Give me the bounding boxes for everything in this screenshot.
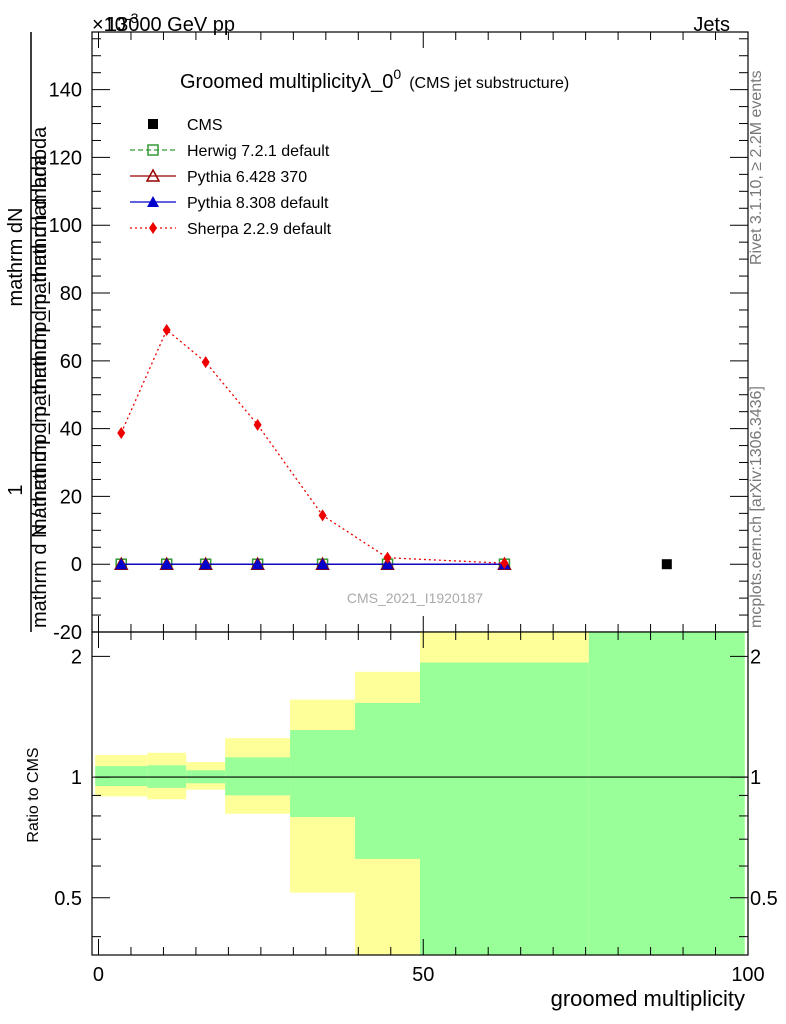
pythia8-point bbox=[147, 196, 159, 207]
xlabel: groomed multiplicity bbox=[551, 986, 745, 1011]
ratio-y-tick-label: 2 bbox=[71, 646, 82, 668]
legend-label: Herwig 7.2.1 default bbox=[187, 143, 330, 160]
ratio-band-green bbox=[225, 757, 291, 796]
y-tick-label: 60 bbox=[60, 351, 82, 373]
ratio-band-green bbox=[420, 662, 589, 955]
legend-label: Sherpa 2.2.9 default bbox=[187, 221, 332, 238]
ratio-y-tick-label-right: 2 bbox=[750, 646, 761, 668]
ratio-band-green bbox=[290, 730, 356, 818]
y-tick-label: 140 bbox=[49, 80, 82, 102]
cms-point bbox=[661, 559, 672, 570]
ratio-y-tick-label: 1 bbox=[71, 767, 82, 789]
ratio-y-tick-label-right: 0.5 bbox=[750, 888, 778, 910]
y-tick-label: 120 bbox=[49, 147, 82, 169]
ylabel-main: mathrm d N / mathrm d p_mathrm d p_mathr… bbox=[29, 126, 51, 628]
ratio-y-tick-label-right: 1 bbox=[750, 767, 761, 789]
ylabel-one: 1 bbox=[5, 484, 27, 495]
legend-entry: Sherpa 2.2.9 default bbox=[130, 221, 332, 238]
header-jets: Jets bbox=[693, 14, 730, 36]
pythia8-point bbox=[316, 558, 329, 570]
ylabel-denominator: mathrm d p_mathrm d p_mathrm d lambda bbox=[29, 154, 51, 535]
ratio-band-green bbox=[588, 632, 745, 955]
sherpa-point bbox=[253, 418, 262, 431]
sherpa-point bbox=[500, 557, 509, 570]
ratio-band-green bbox=[355, 702, 420, 859]
sherpa-point bbox=[117, 427, 126, 440]
sherpa-point bbox=[318, 509, 327, 522]
y-tick-label: 20 bbox=[60, 486, 82, 508]
sherpa-point bbox=[149, 222, 157, 234]
x-tick-label: 100 bbox=[731, 964, 764, 986]
ratio-band-green bbox=[95, 766, 148, 786]
legend-label: CMS bbox=[187, 117, 223, 134]
cms-point bbox=[148, 119, 158, 129]
header-energy: 13000 GeV pp bbox=[106, 14, 235, 36]
ratio-y-tick-label: 0.5 bbox=[54, 888, 82, 910]
x-tick-label: 0 bbox=[93, 964, 104, 986]
sherpa-point bbox=[383, 551, 392, 564]
series-3 bbox=[115, 558, 511, 570]
ratio-ylabel: Ratio to CMS bbox=[25, 747, 42, 842]
pythia8-point bbox=[115, 558, 128, 570]
x-tick-label: 50 bbox=[412, 964, 434, 986]
pythia6-point bbox=[145, 168, 161, 182]
y-tick-label: 0 bbox=[71, 554, 82, 576]
watermark: CMS_2021_I1920187 bbox=[347, 590, 483, 606]
y-tick-label: -20 bbox=[53, 622, 82, 644]
y-tick-label: 100 bbox=[49, 215, 82, 237]
y-tick-label: 40 bbox=[60, 419, 82, 441]
rivet-label: Rivet 3.1.10, ≥ 2.2M events bbox=[748, 70, 765, 265]
y-tick-label: 80 bbox=[60, 283, 82, 305]
sherpa-point bbox=[162, 323, 171, 336]
series-4 bbox=[117, 323, 509, 570]
pythia8-point bbox=[251, 558, 264, 570]
pythia8-point bbox=[160, 558, 173, 570]
bottom-panel-frame bbox=[91, 631, 749, 956]
legend-entry: Pythia 6.428 370 bbox=[130, 168, 307, 186]
legend-label: Pythia 8.308 default bbox=[187, 195, 329, 212]
legend-entry: Pythia 8.308 default bbox=[130, 195, 329, 212]
mcplots-label: mcplots.cern.ch [arXiv:1306.3436] bbox=[748, 386, 765, 628]
sherpa-point bbox=[201, 356, 210, 369]
legend-entry: Herwig 7.2.1 default bbox=[130, 143, 330, 160]
series-line bbox=[120, 328, 505, 564]
series-0 bbox=[661, 559, 672, 570]
header-multiplier: ×10-3 bbox=[92, 10, 139, 36]
ylabel-numerator: mathrm dN bbox=[5, 208, 27, 307]
chart-title: Groomed multiplicityλ_00(CMS jet substru… bbox=[180, 66, 569, 93]
herwig-point bbox=[147, 144, 159, 156]
legend-entry: CMS bbox=[148, 117, 223, 134]
pythia8-point bbox=[199, 558, 212, 570]
legend-label: Pythia 6.428 370 bbox=[187, 169, 307, 186]
